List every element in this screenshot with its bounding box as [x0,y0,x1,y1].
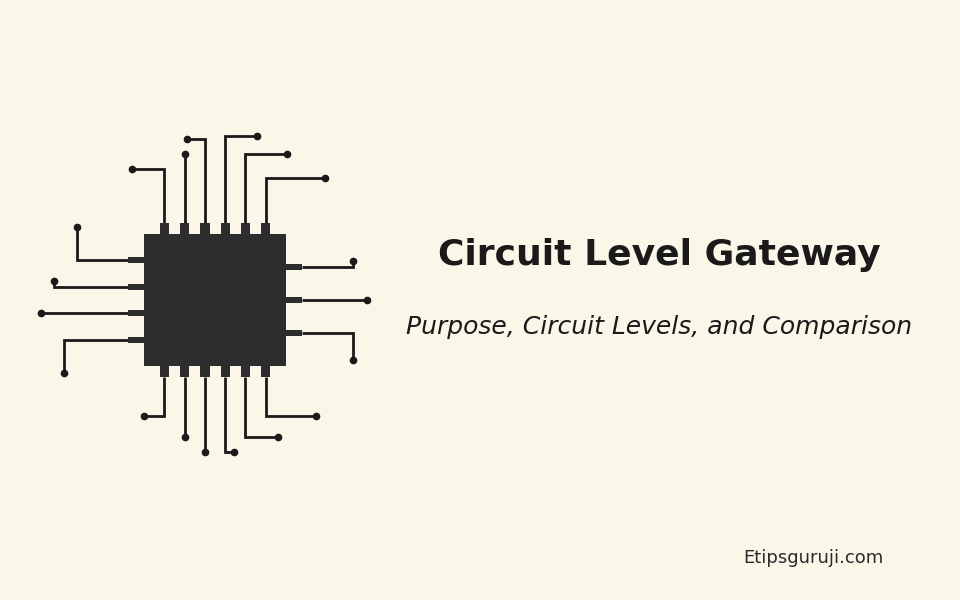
Bar [201,366,209,377]
Bar [201,223,209,234]
Bar [286,297,302,303]
Text: Purpose, Circuit Levels, and Comparison: Purpose, Circuit Levels, and Comparison [406,315,912,339]
Bar [128,337,144,343]
Text: Circuit Level Gateway: Circuit Level Gateway [438,238,880,272]
Bar [241,366,250,377]
Bar [180,223,189,234]
Bar [221,366,229,377]
Text: Etipsguruji.com: Etipsguruji.com [743,549,883,567]
Bar [128,257,144,263]
Bar [221,223,229,234]
Bar [160,366,169,377]
Bar [180,366,189,377]
Bar [286,264,302,270]
Bar [128,284,144,290]
Bar [261,366,271,377]
Bar [128,310,144,316]
Bar [286,330,302,336]
Bar [261,223,271,234]
Bar [144,234,286,366]
Bar [241,223,250,234]
Bar [160,223,169,234]
